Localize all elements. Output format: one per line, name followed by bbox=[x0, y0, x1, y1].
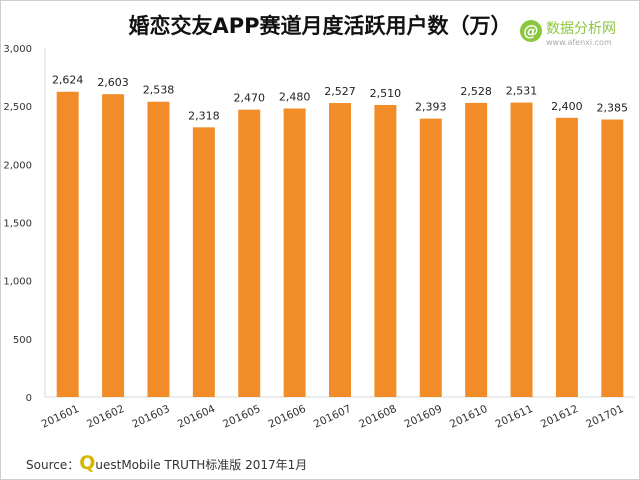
source-note: Source：QuestMobile TRUTH标准版 2017年1月 bbox=[26, 452, 307, 474]
y-tick-label: 2,000 bbox=[3, 160, 32, 171]
source-label: Source： bbox=[26, 458, 80, 472]
x-tick-label: 201607 bbox=[312, 403, 353, 431]
bar bbox=[192, 127, 215, 398]
data-label: 2,318 bbox=[188, 109, 220, 122]
afenxi-logo: @ 数据分析网 www.afenxi.com bbox=[520, 18, 635, 52]
x-tick-label: 201601 bbox=[40, 403, 81, 431]
bar bbox=[374, 105, 397, 398]
bar bbox=[283, 108, 306, 397]
logo-url: www.afenxi.com bbox=[546, 38, 612, 47]
bar bbox=[555, 117, 578, 398]
y-tick-label: 1,500 bbox=[3, 219, 32, 230]
data-label: 2,385 bbox=[597, 102, 629, 115]
bar bbox=[238, 109, 261, 397]
bar bbox=[601, 119, 624, 398]
x-tick-label: 201701 bbox=[584, 403, 625, 431]
x-tick-label: 201612 bbox=[539, 403, 580, 431]
at-sign-icon: @ bbox=[520, 20, 542, 42]
data-label: 2,624 bbox=[52, 74, 84, 87]
y-tick-label: 500 bbox=[13, 335, 32, 346]
y-tick-label: 2,500 bbox=[3, 102, 32, 113]
data-label: 2,527 bbox=[324, 85, 356, 98]
chart-title: 婚恋交友APP赛道月度活跃用户数（万） bbox=[128, 14, 512, 38]
data-label: 2,531 bbox=[506, 85, 538, 98]
bar bbox=[419, 118, 442, 398]
data-label: 2,510 bbox=[370, 87, 402, 100]
x-tick-label: 201606 bbox=[266, 403, 308, 431]
bar bbox=[510, 102, 533, 397]
data-label: 2,603 bbox=[97, 76, 129, 89]
x-tick-label: 201610 bbox=[448, 403, 489, 431]
data-label: 2,528 bbox=[460, 85, 492, 98]
y-tick-label: 0 bbox=[26, 393, 32, 404]
data-label: 2,470 bbox=[233, 92, 265, 105]
source-text: uestMobile TRUTH标准版 2017年1月 bbox=[95, 458, 308, 472]
y-tick-label: 3,000 bbox=[3, 44, 32, 55]
x-tick-label: 201603 bbox=[130, 403, 171, 431]
x-tick-label: 201609 bbox=[403, 403, 444, 431]
bar bbox=[102, 94, 125, 398]
x-tick-label: 201608 bbox=[357, 403, 398, 431]
x-tick-label: 201605 bbox=[221, 403, 262, 431]
logo-name: 数据分析网 bbox=[546, 21, 616, 37]
data-label: 2,393 bbox=[415, 101, 447, 114]
data-label: 2,538 bbox=[143, 84, 175, 97]
data-label: 2,480 bbox=[279, 90, 311, 103]
bar bbox=[329, 103, 351, 397]
x-tick-label: 201604 bbox=[176, 403, 218, 431]
x-tick-label: 201611 bbox=[493, 403, 534, 431]
source-q: Q bbox=[79, 452, 96, 474]
y-tick-label: 1,000 bbox=[3, 277, 32, 288]
bar bbox=[147, 101, 170, 397]
x-tick-label: 201602 bbox=[85, 403, 126, 431]
bar bbox=[56, 91, 79, 397]
bar bbox=[465, 102, 488, 397]
data-label: 2,400 bbox=[551, 100, 583, 113]
